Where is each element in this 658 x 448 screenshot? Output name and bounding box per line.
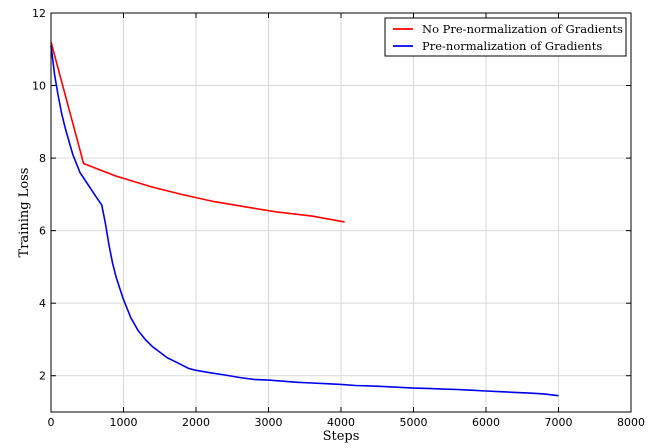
y-tick-label: 6 [39,225,46,238]
legend: No Pre-normalization of Gradients Pre-nor… [384,17,627,57]
x-tick-label: 5000 [400,416,428,429]
grid-lines [50,12,632,412]
axis-ticks: 0 1000 2000 3000 4000 5000 6000 7000 8000 2 4 6 8 10 1… [32,7,645,429]
x-tick-label: 3000 [255,416,283,429]
series-line-1 [50,41,345,223]
x-tick-label: 6000 [472,416,500,429]
x-tick-label: 2000 [182,416,210,429]
legend-label-1: No Pre-normalization of Gradients [422,22,623,36]
x-tick-label: 1000 [110,416,138,429]
y-tick-label: 2 [39,370,46,383]
y-tick-label: 8 [39,152,46,165]
y-tick-label: 12 [32,7,46,20]
series-line-2 [50,45,559,397]
x-tick-label: 8000 [617,416,645,429]
y-tick-label: 4 [39,297,46,310]
x-tick-label: 4000 [327,416,355,429]
x-tick-label: 0 [48,416,55,429]
x-axis-label: Steps [323,429,360,444]
legend-label-2: Pre-normalization of Gradients [422,39,602,53]
x-tick-label: 7000 [545,416,573,429]
y-tick-label: 10 [32,80,46,93]
series-lines [50,41,559,397]
y-axis-label: Training Loss [17,168,32,258]
legend-box [384,17,627,57]
